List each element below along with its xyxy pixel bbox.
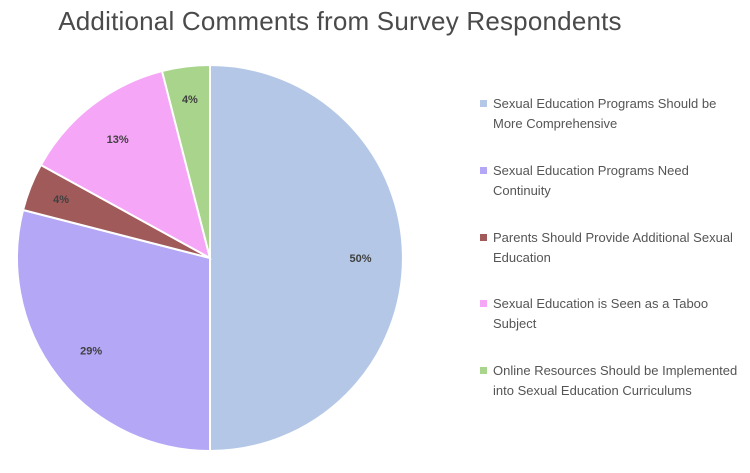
legend-swatch [480, 300, 487, 307]
pie-slice [16, 208, 211, 453]
legend-swatch [480, 100, 487, 107]
legend-item: Sexual Education Programs Should be More… [480, 94, 742, 134]
pie-slice [39, 69, 212, 260]
legend-item: Sexual Education Programs Need Continuit… [480, 161, 742, 201]
pie-data-label: 13% [107, 134, 129, 146]
legend-swatch [480, 167, 487, 174]
pie-slices [16, 63, 404, 453]
pie-data-label: 4% [182, 94, 198, 106]
legend-swatch [480, 367, 487, 374]
legend-label: Parents Should Provide Additional Sexual… [493, 230, 733, 265]
pie-data-label: 50% [349, 253, 371, 265]
legend-label: Sexual Education is Seen as a Taboo Subj… [493, 296, 709, 331]
pie-data-labels: 50% 29% 4% 13% 4% [53, 94, 372, 357]
pie-data-label: 4% [53, 194, 69, 206]
pie-slice [209, 63, 404, 453]
legend-label: Online Resources Should be Implemented i… [493, 363, 738, 398]
legend-item: Online Resources Should be Implemented i… [480, 361, 742, 401]
pie-data-label: 29% [80, 345, 102, 357]
chart-title: Additional Comments from Survey Responde… [58, 6, 622, 36]
legend-label: Sexual Education Programs Need Continuit… [493, 163, 689, 198]
legend-item: Parents Should Provide Additional Sexual… [480, 228, 742, 268]
pie-slice [160, 63, 211, 259]
legend-item: Sexual Education is Seen as a Taboo Subj… [480, 294, 742, 334]
legend-label: Sexual Education Programs Should be More… [493, 96, 717, 131]
legend-swatch [480, 234, 487, 241]
